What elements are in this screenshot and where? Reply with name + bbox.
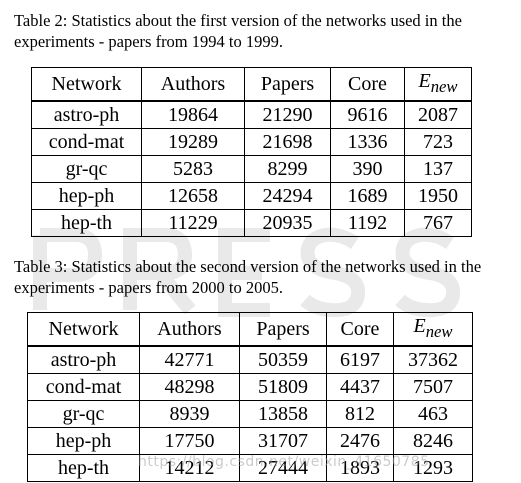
cell-authors: 17750	[139, 427, 240, 455]
cell-authors: 19289	[141, 128, 245, 156]
cell-core: 9616	[330, 100, 405, 129]
cell-authors: 19864	[141, 100, 245, 129]
cell-network: gr-qc	[27, 400, 140, 428]
header-papers: Papers	[239, 312, 327, 347]
cell-authors: 8939	[139, 400, 240, 428]
header-enew: Enew	[393, 312, 473, 347]
table-row: hep-th 14212 27444 1893 1293	[27, 454, 473, 482]
enew-symbol: E	[413, 315, 426, 337]
header-network: Network	[31, 67, 142, 102]
table-row: astro-ph 19864 21290 9616 2087	[31, 100, 472, 129]
cell-core: 812	[326, 400, 394, 428]
table-row: gr-qc 5283 8299 390 137	[31, 155, 472, 183]
table-row: gr-qc 8939 13858 812 463	[27, 400, 473, 428]
table2-statistics: Network Authors Papers Core Enew astro-p…	[31, 67, 472, 237]
cell-authors: 5283	[141, 155, 245, 183]
cell-core: 1893	[326, 454, 394, 482]
cell-authors: 48298	[139, 373, 240, 401]
cell-network: hep-th	[27, 454, 140, 482]
header-papers: Papers	[244, 67, 331, 102]
url-watermark: https://blog.csdn.net/weixin_41650785	[138, 454, 430, 470]
cell-core: 390	[330, 155, 405, 183]
cell-papers: 51809	[239, 373, 327, 401]
cell-network: cond-mat	[27, 373, 140, 401]
header-core: Core	[330, 67, 405, 102]
table-row: hep-ph 17750 31707 2476 8246	[27, 427, 473, 455]
table-row: hep-th 11229 20935 1192 767	[31, 209, 472, 237]
cell-enew: 1293	[393, 454, 473, 482]
table3-statistics: Network Authors Papers Core Enew astro-p…	[27, 312, 473, 482]
table-row: cond-mat 48298 51809 4437 7507	[27, 373, 473, 401]
cell-enew: 37362	[393, 345, 473, 374]
header-authors: Authors	[139, 312, 240, 347]
cell-core: 1689	[330, 182, 405, 210]
enew-subscript: new	[430, 77, 458, 96]
cell-network: astro-ph	[27, 345, 140, 374]
table-header-row: Network Authors Papers Core Enew	[31, 67, 472, 102]
cell-enew: 8246	[393, 427, 473, 455]
cell-papers: 50359	[239, 345, 327, 374]
cell-enew: 7507	[393, 373, 473, 401]
table3-caption: Table 3: Statistics about the second ver…	[14, 257, 482, 297]
cell-network: hep-ph	[27, 427, 140, 455]
table2-caption: Table 2: Statistics about the first vers…	[14, 11, 462, 51]
cell-papers: 21290	[244, 100, 331, 129]
cell-papers: 20935	[244, 209, 331, 237]
cell-network: cond-mat	[31, 128, 142, 156]
header-network: Network	[27, 312, 140, 347]
cell-network: astro-ph	[31, 100, 142, 129]
cell-authors: 11229	[141, 209, 245, 237]
cell-core: 1192	[330, 209, 405, 237]
cell-enew: 1950	[404, 182, 472, 210]
cell-network: hep-ph	[31, 182, 142, 210]
table-row: cond-mat 19289 21698 1336 723	[31, 128, 472, 156]
enew-symbol: E	[418, 70, 431, 92]
table-row: astro-ph 42771 50359 6197 37362	[27, 345, 473, 374]
cell-enew: 2087	[404, 100, 472, 129]
cell-authors: 14212	[139, 454, 240, 482]
cell-enew: 767	[404, 209, 472, 237]
cell-papers: 21698	[244, 128, 331, 156]
cell-core: 6197	[326, 345, 394, 374]
cell-papers: 8299	[244, 155, 331, 183]
header-core: Core	[326, 312, 394, 347]
cell-papers: 27444	[239, 454, 327, 482]
table-header-row: Network Authors Papers Core Enew	[27, 312, 473, 347]
cell-authors: 12658	[141, 182, 245, 210]
cell-core: 2476	[326, 427, 394, 455]
cell-enew: 463	[393, 400, 473, 428]
cell-papers: 13858	[239, 400, 327, 428]
cell-core: 4437	[326, 373, 394, 401]
enew-subscript: new	[425, 322, 453, 341]
cell-papers: 31707	[239, 427, 327, 455]
cell-enew: 723	[404, 128, 472, 156]
cell-enew: 137	[404, 155, 472, 183]
cell-network: gr-qc	[31, 155, 142, 183]
cell-papers: 24294	[244, 182, 331, 210]
table-row: hep-ph 12658 24294 1689 1950	[31, 182, 472, 210]
cell-core: 1336	[330, 128, 405, 156]
cell-authors: 42771	[139, 345, 240, 374]
header-enew: Enew	[404, 67, 472, 102]
cell-network: hep-th	[31, 209, 142, 237]
header-authors: Authors	[141, 67, 245, 102]
